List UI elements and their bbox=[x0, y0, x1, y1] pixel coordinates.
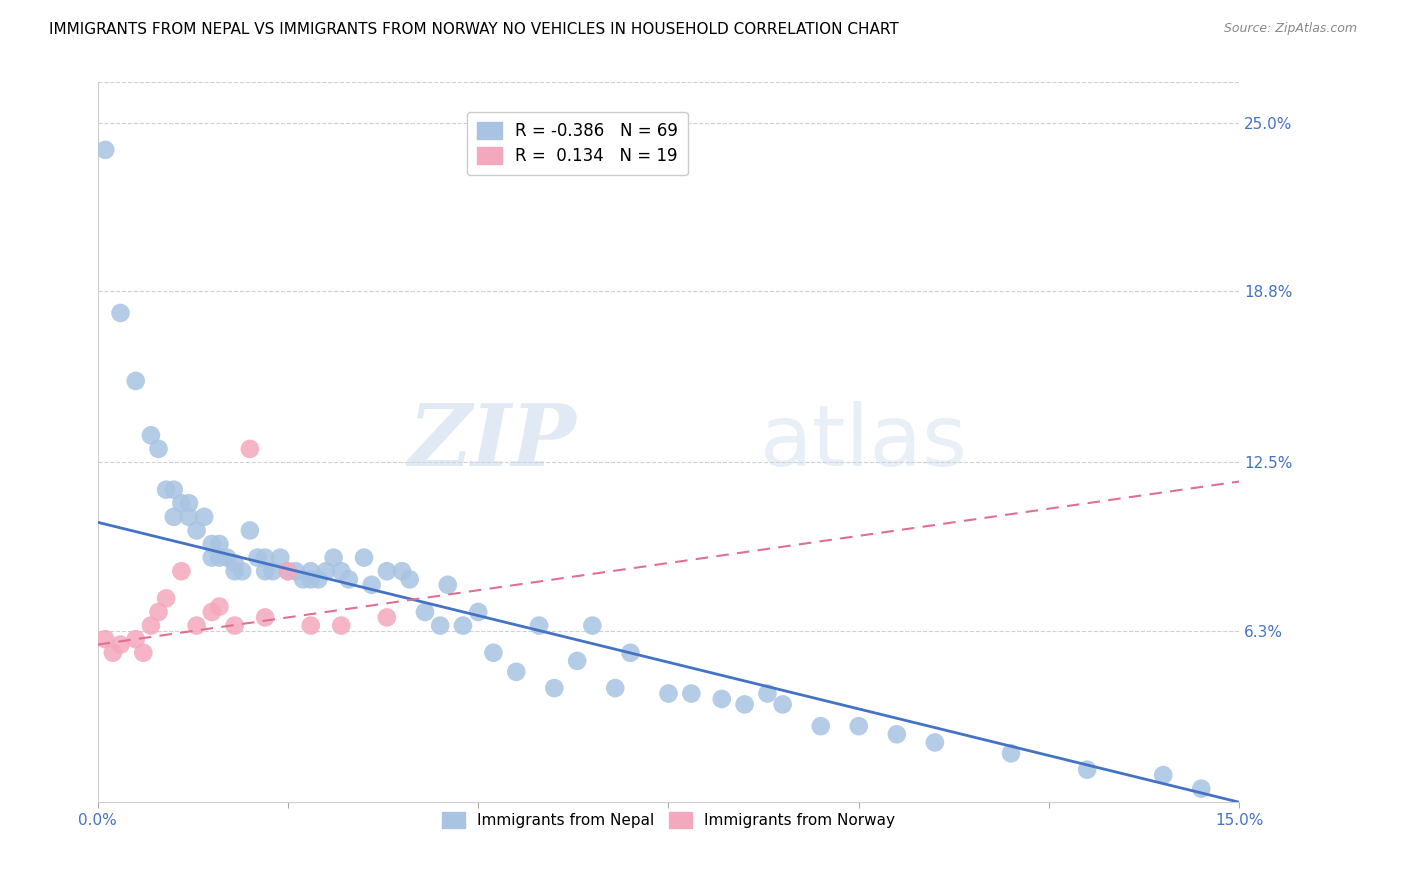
Point bbox=[307, 573, 329, 587]
Point bbox=[315, 564, 337, 578]
Point bbox=[1000, 747, 1022, 761]
Point bbox=[208, 537, 231, 551]
Point bbox=[277, 564, 299, 578]
Point bbox=[139, 428, 162, 442]
Point bbox=[756, 686, 779, 700]
Point bbox=[284, 564, 307, 578]
Point bbox=[391, 564, 413, 578]
Point bbox=[110, 638, 132, 652]
Point bbox=[148, 605, 170, 619]
Point bbox=[277, 564, 299, 578]
Point bbox=[110, 306, 132, 320]
Point bbox=[163, 483, 186, 497]
Point bbox=[681, 686, 703, 700]
Text: ZIP: ZIP bbox=[409, 401, 576, 483]
Point bbox=[177, 496, 200, 510]
Point bbox=[322, 550, 344, 565]
Point bbox=[186, 618, 208, 632]
Point bbox=[1152, 768, 1174, 782]
Point bbox=[224, 564, 246, 578]
Point bbox=[581, 618, 603, 632]
Point bbox=[155, 591, 177, 606]
Point bbox=[148, 442, 170, 456]
Text: atlas: atlas bbox=[759, 401, 967, 483]
Point bbox=[224, 618, 246, 632]
Point bbox=[436, 578, 458, 592]
Point bbox=[619, 646, 641, 660]
Point bbox=[215, 550, 238, 565]
Point bbox=[543, 681, 565, 695]
Point bbox=[254, 610, 277, 624]
Point bbox=[254, 550, 277, 565]
Point bbox=[224, 556, 246, 570]
Point bbox=[451, 618, 474, 632]
Point bbox=[177, 509, 200, 524]
Point bbox=[125, 632, 148, 647]
Point bbox=[269, 550, 291, 565]
Point bbox=[299, 618, 322, 632]
Point bbox=[375, 564, 398, 578]
Point bbox=[482, 646, 505, 660]
Point bbox=[201, 550, 224, 565]
Point bbox=[193, 509, 215, 524]
Point bbox=[1189, 781, 1212, 796]
Point bbox=[208, 599, 231, 614]
Point bbox=[292, 573, 315, 587]
Point bbox=[208, 550, 231, 565]
Point bbox=[186, 524, 208, 538]
Text: Source: ZipAtlas.com: Source: ZipAtlas.com bbox=[1223, 22, 1357, 36]
Point bbox=[605, 681, 627, 695]
Point bbox=[398, 573, 420, 587]
Point bbox=[330, 618, 353, 632]
Point bbox=[201, 537, 224, 551]
Point bbox=[429, 618, 451, 632]
Point bbox=[231, 564, 253, 578]
Point bbox=[101, 646, 124, 660]
Point bbox=[527, 618, 550, 632]
Point bbox=[239, 524, 262, 538]
Point bbox=[239, 442, 262, 456]
Point bbox=[467, 605, 489, 619]
Point bbox=[94, 143, 117, 157]
Point bbox=[125, 374, 148, 388]
Point bbox=[163, 509, 186, 524]
Point bbox=[772, 698, 794, 712]
Text: IMMIGRANTS FROM NEPAL VS IMMIGRANTS FROM NORWAY NO VEHICLES IN HOUSEHOLD CORRELA: IMMIGRANTS FROM NEPAL VS IMMIGRANTS FROM… bbox=[49, 22, 898, 37]
Point bbox=[262, 564, 284, 578]
Point bbox=[155, 483, 177, 497]
Point bbox=[1076, 763, 1098, 777]
Point bbox=[330, 564, 353, 578]
Point bbox=[299, 564, 322, 578]
Point bbox=[353, 550, 375, 565]
Point bbox=[139, 618, 162, 632]
Point bbox=[565, 654, 588, 668]
Point bbox=[337, 573, 360, 587]
Point bbox=[848, 719, 870, 733]
Point bbox=[360, 578, 382, 592]
Point bbox=[254, 564, 277, 578]
Point bbox=[505, 665, 527, 679]
Point bbox=[710, 692, 733, 706]
Point bbox=[886, 727, 908, 741]
Point bbox=[657, 686, 679, 700]
Point bbox=[924, 735, 946, 749]
Point bbox=[413, 605, 436, 619]
Point bbox=[810, 719, 832, 733]
Legend: Immigrants from Nepal, Immigrants from Norway: Immigrants from Nepal, Immigrants from N… bbox=[436, 806, 901, 834]
Point bbox=[246, 550, 269, 565]
Point bbox=[170, 564, 193, 578]
Point bbox=[94, 632, 117, 647]
Point bbox=[201, 605, 224, 619]
Point bbox=[170, 496, 193, 510]
Point bbox=[132, 646, 155, 660]
Point bbox=[734, 698, 756, 712]
Point bbox=[299, 573, 322, 587]
Point bbox=[375, 610, 398, 624]
